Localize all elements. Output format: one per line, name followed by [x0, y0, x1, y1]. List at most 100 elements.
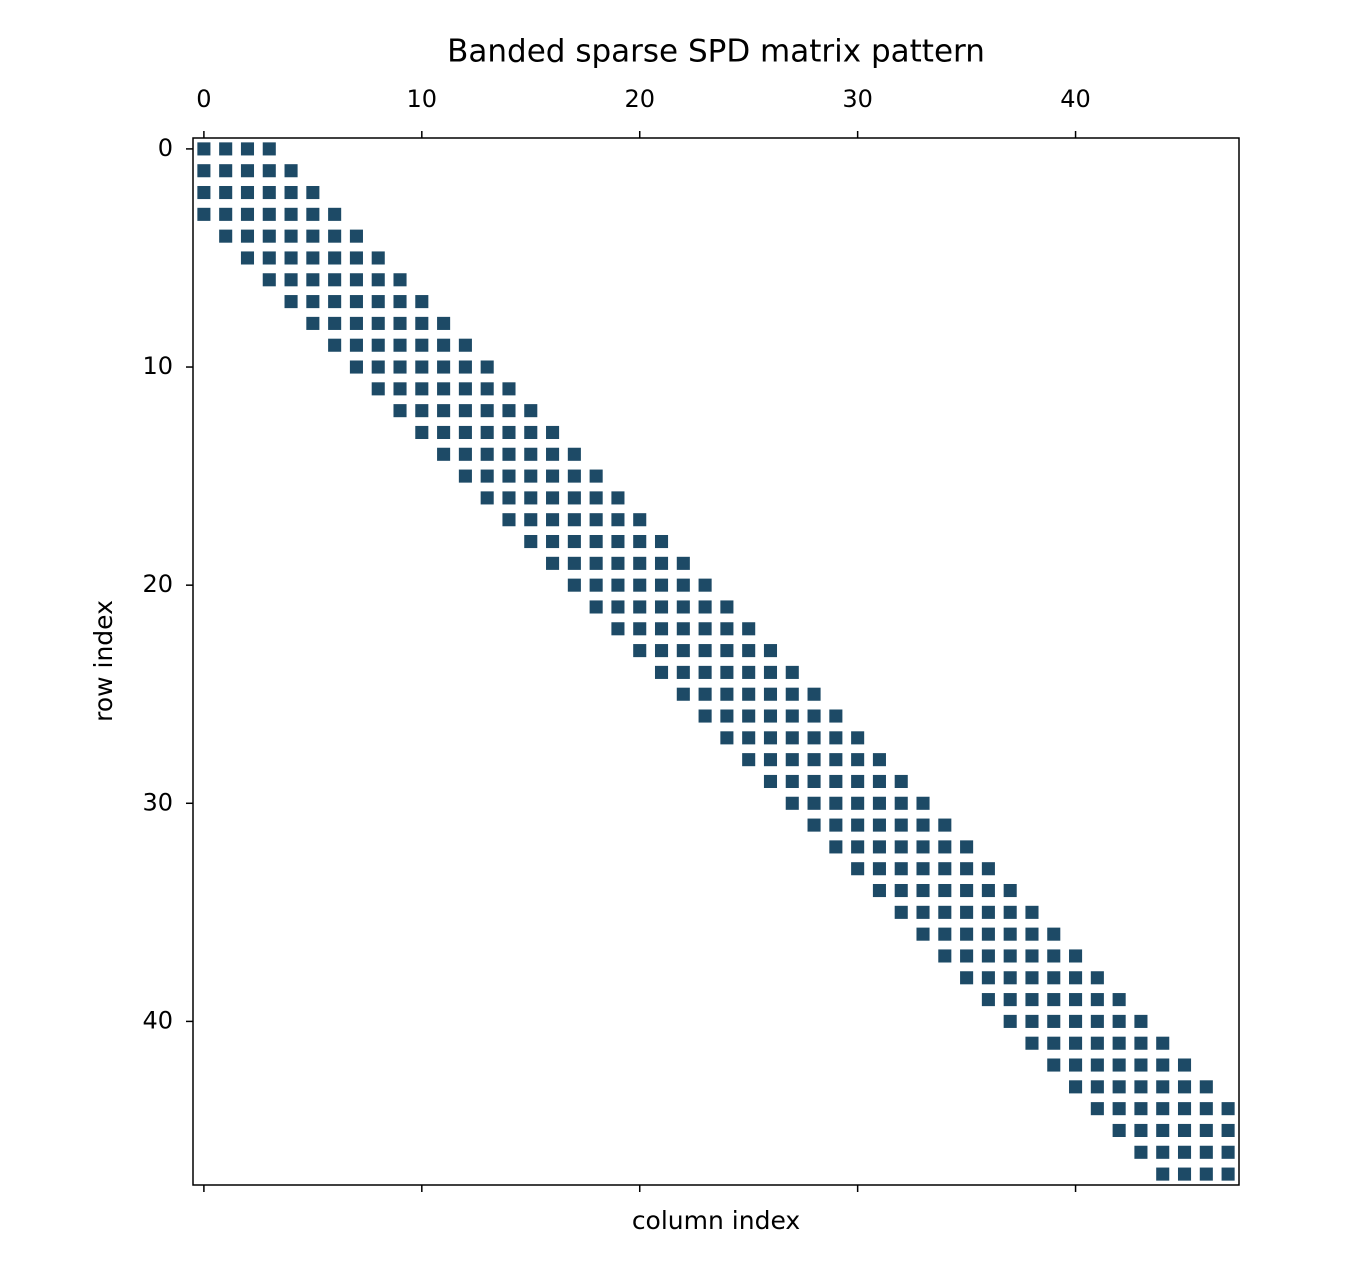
nonzero-marker	[742, 622, 756, 636]
nonzero-marker	[437, 425, 451, 440]
nonzero-marker	[763, 709, 778, 723]
nonzero-marker	[1134, 1080, 1148, 1094]
nonzero-marker	[1199, 1102, 1213, 1116]
nonzero-marker	[1134, 1036, 1148, 1050]
nonzero-marker	[785, 753, 799, 767]
nonzero-marker	[829, 840, 843, 854]
nonzero-marker	[328, 207, 342, 221]
nonzero-marker	[829, 818, 843, 832]
nonzero-marker	[371, 251, 385, 265]
nonzero-marker	[633, 513, 647, 527]
nonzero-marker	[1221, 1102, 1235, 1116]
nonzero-marker	[654, 578, 669, 592]
nonzero-marker	[546, 556, 560, 570]
nonzero-marker	[437, 404, 451, 418]
nonzero-marker	[916, 883, 930, 898]
nonzero-marker	[328, 338, 342, 352]
nonzero-marker	[1221, 1145, 1235, 1159]
nonzero-marker	[567, 469, 581, 483]
nonzero-marker	[437, 338, 451, 352]
nonzero-marker	[851, 862, 865, 876]
nonzero-marker	[829, 774, 843, 789]
nonzero-marker	[458, 447, 472, 461]
nonzero-marker	[546, 469, 560, 483]
nonzero-marker	[393, 404, 407, 418]
nonzero-marker	[480, 360, 494, 374]
nonzero-marker	[785, 709, 799, 723]
nonzero-marker	[1003, 927, 1017, 941]
nonzero-marker	[415, 360, 429, 374]
nonzero-marker	[676, 665, 690, 679]
nonzero-marker	[480, 491, 494, 505]
nonzero-marker	[1090, 1080, 1104, 1094]
nonzero-marker	[480, 447, 494, 461]
nonzero-marker	[1177, 1145, 1192, 1159]
nonzero-marker	[1156, 1102, 1170, 1116]
nonzero-marker	[306, 207, 320, 221]
nonzero-marker	[916, 927, 930, 941]
nonzero-marker	[633, 600, 647, 614]
nonzero-marker	[763, 665, 778, 679]
nonzero-marker	[981, 949, 995, 963]
nonzero-marker	[1221, 1123, 1235, 1138]
nonzero-marker	[589, 600, 603, 614]
y-tick-label: 30	[142, 788, 173, 816]
nonzero-marker	[829, 753, 843, 767]
nonzero-marker	[698, 578, 712, 592]
x-tick-label: 0	[196, 85, 211, 113]
nonzero-marker	[894, 862, 908, 876]
nonzero-marker	[262, 164, 276, 178]
y-tick-label: 0	[158, 134, 173, 162]
nonzero-marker	[676, 578, 690, 592]
nonzero-marker	[458, 338, 472, 352]
nonzero-marker	[1134, 1123, 1148, 1138]
nonzero-marker	[720, 731, 734, 745]
nonzero-marker	[437, 316, 451, 330]
nonzero-marker	[633, 578, 647, 592]
nonzero-marker	[938, 883, 952, 898]
nonzero-marker	[633, 534, 647, 549]
nonzero-marker	[611, 513, 625, 527]
nonzero-marker	[720, 600, 734, 614]
nonzero-marker	[240, 251, 255, 265]
nonzero-marker	[633, 644, 647, 658]
nonzero-marker	[1003, 905, 1017, 919]
nonzero-marker	[524, 469, 538, 483]
nonzero-marker	[502, 469, 516, 483]
nonzero-marker	[894, 774, 908, 789]
nonzero-marker	[698, 600, 712, 614]
nonzero-marker	[763, 774, 778, 789]
nonzero-marker	[894, 818, 908, 832]
nonzero-marker	[851, 840, 865, 854]
nonzero-marker	[262, 185, 276, 200]
nonzero-marker	[502, 491, 516, 505]
nonzero-marker	[437, 447, 451, 461]
nonzero-marker	[1025, 949, 1039, 963]
nonzero-marker	[1112, 1036, 1126, 1050]
nonzero-marker	[1090, 1058, 1104, 1072]
nonzero-marker	[763, 731, 778, 745]
nonzero-marker	[1047, 1058, 1061, 1072]
nonzero-marker	[458, 382, 472, 396]
y-axis-label: row index	[89, 600, 118, 722]
nonzero-marker	[851, 818, 865, 832]
nonzero-marker	[1047, 1036, 1061, 1050]
nonzero-marker	[829, 709, 843, 723]
nonzero-marker	[1199, 1145, 1213, 1159]
nonzero-marker	[1025, 1014, 1039, 1028]
nonzero-marker	[502, 447, 516, 461]
nonzero-marker	[284, 164, 298, 178]
nonzero-marker	[1047, 971, 1061, 985]
nonzero-marker	[1069, 1014, 1083, 1028]
nonzero-marker	[829, 796, 843, 810]
nonzero-marker	[916, 862, 930, 876]
nonzero-marker	[306, 185, 320, 200]
nonzero-marker	[785, 687, 799, 701]
nonzero-marker	[872, 774, 886, 789]
nonzero-marker	[698, 709, 712, 723]
nonzero-marker	[807, 774, 821, 789]
nonzero-marker	[698, 687, 712, 701]
nonzero-marker	[742, 731, 756, 745]
nonzero-marker	[546, 447, 560, 461]
nonzero-marker	[763, 644, 778, 658]
